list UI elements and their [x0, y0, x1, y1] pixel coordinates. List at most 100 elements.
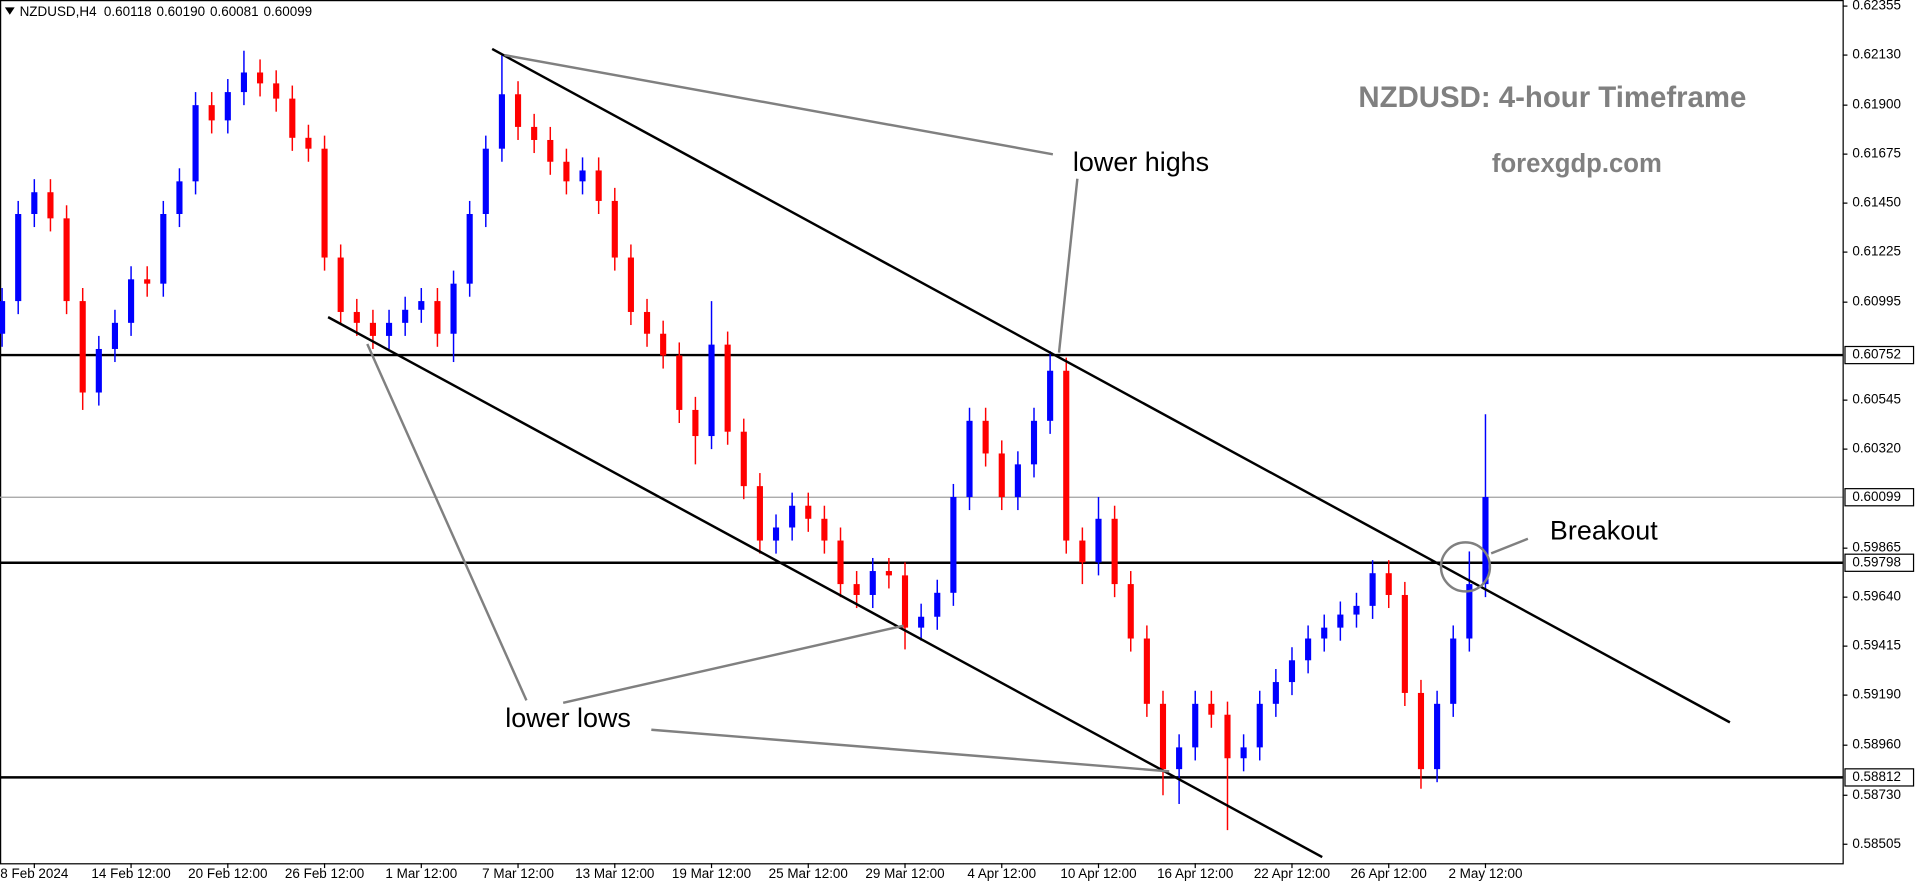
x-tick-label: 26 Feb 12:00: [285, 866, 364, 881]
level-label-box: [1844, 553, 1915, 572]
candle-body: [998, 453, 1005, 498]
y-tick-label: 0.59865: [1852, 540, 1901, 555]
candle-body: [192, 105, 199, 182]
y-tick-label: 0.59415: [1852, 638, 1901, 653]
y-tick-label: 0.62355: [1852, 0, 1901, 13]
candle-body: [1305, 638, 1312, 661]
candle-body: [63, 218, 70, 302]
candle-body: [466, 214, 473, 284]
candle-body: [885, 571, 892, 576]
candle-body: [434, 301, 441, 334]
upper-trendline: [491, 47, 1731, 724]
current-price-label: 0.60099: [1852, 489, 1901, 504]
y-tick-label: 0.61900: [1852, 97, 1901, 112]
candle-body: [1030, 420, 1038, 465]
candle-body: [708, 344, 715, 437]
candle-body: [385, 322, 393, 336]
candle-body: [1288, 660, 1296, 683]
candle-body: [1417, 692, 1425, 770]
level-label: 0.60752: [1852, 347, 1901, 362]
candle-body: [15, 214, 22, 302]
candle-body: [1256, 703, 1263, 748]
quote-open: 0.60118: [104, 4, 152, 19]
candle-body: [1111, 518, 1118, 585]
candle-body: [1079, 540, 1086, 563]
y-tick-label: 0.58730: [1852, 787, 1901, 802]
candles: [0, 50, 1489, 831]
candle-body: [982, 420, 989, 454]
x-tick-label: 1 Mar 12:00: [385, 866, 457, 881]
candle-body: [805, 505, 812, 519]
candle-body: [1095, 518, 1102, 563]
quote-high: 0.60190: [156, 4, 205, 19]
y-tick-label: 0.62130: [1852, 47, 1901, 62]
x-tick-label: 10 Apr 12:00: [1060, 866, 1136, 881]
y-tick-label: 0.59190: [1852, 687, 1901, 702]
annotation: lower lows: [505, 703, 631, 733]
x-tick-label: 22 Apr 12:00: [1254, 866, 1330, 881]
annotation: lower highs: [1073, 147, 1209, 177]
x-tick-label: 13 Mar 12:00: [575, 866, 654, 881]
candle-body: [402, 309, 409, 323]
candle-body: [128, 279, 135, 323]
candle-body: [144, 279, 151, 284]
candle-body: [740, 431, 747, 487]
pointer-line: [504, 53, 1054, 156]
candle-body: [918, 616, 925, 628]
candle-body: [1434, 703, 1441, 770]
candle-body: [772, 527, 780, 541]
candle-body: [531, 126, 538, 140]
candle-body: [1176, 747, 1183, 770]
chart-title: NZDUSD: 4-hour Timeframe: [1358, 81, 1746, 114]
level-label: 0.58812: [1852, 769, 1901, 784]
y-tick-label: 0.61225: [1852, 244, 1901, 259]
candle-body: [1272, 682, 1279, 704]
candle-body: [869, 571, 876, 595]
pointer-line: [366, 343, 528, 701]
candle-body: [660, 333, 667, 356]
candle-body: [966, 420, 973, 498]
candle-body: [418, 301, 425, 310]
candle-body: [837, 540, 844, 585]
candle-body: [498, 94, 505, 149]
x-tick-label: 8 Feb 2024: [0, 866, 69, 881]
candle-body: [95, 348, 102, 393]
candle-body: [450, 283, 457, 334]
candle-body: [1047, 370, 1054, 421]
y-tick-label: 0.61675: [1852, 146, 1901, 161]
candle-body: [643, 311, 651, 334]
candle-body: [79, 301, 86, 393]
candle-body: [482, 148, 489, 215]
candle-body: [1159, 703, 1167, 770]
candle-body: [273, 83, 280, 99]
levels: [0, 353, 1843, 779]
candle-body: [1321, 627, 1328, 639]
candle-body: [321, 148, 328, 258]
y-tick-label: 0.60545: [1852, 392, 1901, 407]
symbol: NZDUSD,H4: [20, 4, 98, 19]
menu-triangle: [4, 7, 15, 15]
candle-body: [353, 311, 360, 323]
candle-body: [1385, 573, 1392, 595]
candle-body: [337, 257, 344, 312]
candle-body: [305, 137, 312, 149]
candle-body: [1063, 370, 1070, 541]
candle-body: [579, 170, 586, 182]
candle-body: [595, 170, 602, 201]
candle-body: [789, 505, 796, 528]
candle-body: [821, 518, 828, 541]
candle-body: [160, 214, 167, 284]
candle-body: [1337, 614, 1344, 628]
candle-body: [1466, 584, 1473, 639]
x-tick-label: 26 Apr 12:00: [1351, 866, 1427, 881]
candle-body: [514, 94, 522, 127]
candle-body: [1482, 497, 1489, 585]
breakout-circle: [1439, 541, 1492, 593]
quote-low: 0.60081: [210, 4, 259, 19]
y-tick-label: 0.61450: [1852, 195, 1901, 210]
x-tick-label: 29 Mar 12:00: [865, 866, 944, 881]
candle-body: [611, 200, 618, 258]
